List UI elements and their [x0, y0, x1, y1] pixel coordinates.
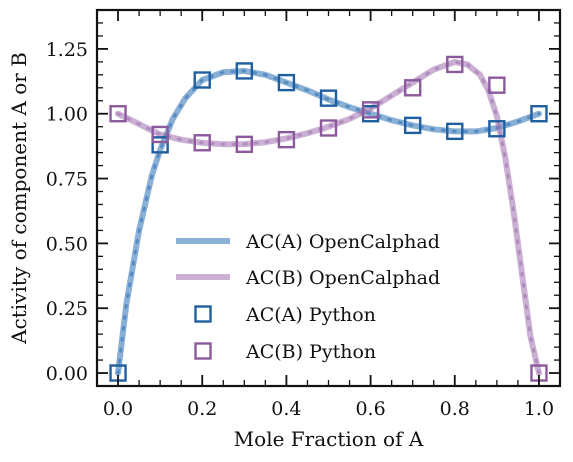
marker-ac-a-python — [488, 120, 506, 138]
legend-marker-ac-a-python — [194, 305, 212, 323]
x-tick-label: 0.6 — [355, 398, 385, 420]
x-tick-label: 0.8 — [440, 398, 470, 420]
marker-ac-b-python — [277, 130, 296, 149]
y-tick-label: 0.75 — [46, 169, 88, 191]
tick-labels: 0.0 0.2 0.4 0.6 0.8 1.0 0.00 0.25 0.50 0.75 1.00 1.… — [46, 39, 554, 420]
y-tick-label: 0.00 — [46, 363, 88, 385]
marker-ac-a-python — [403, 116, 422, 135]
series-dots-ac-b-opencalphad — [116, 60, 541, 375]
y-tick-label: 0.50 — [46, 233, 88, 255]
marker-ac-a-python — [193, 71, 211, 89]
marker-ac-b-python — [235, 135, 254, 154]
x-tick-label: 0.0 — [103, 398, 133, 420]
x-tick-label: 0.2 — [187, 398, 217, 420]
legend-marker-ac-b-python — [194, 342, 212, 360]
marker-ac-b-python — [193, 134, 211, 152]
marker-ac-b-python — [109, 105, 127, 123]
legend-label-ac-a-python: AC(A) Python — [245, 304, 376, 326]
marker-ac-a-python — [446, 122, 464, 141]
x-tick-label: 0.4 — [271, 398, 301, 420]
marker-ac-b-python — [151, 125, 169, 144]
ticks-layer — [97, 10, 560, 386]
marker-ac-a-python — [235, 62, 254, 80]
y-tick-label: 0.25 — [46, 298, 88, 320]
marker-ac-a-python — [151, 136, 169, 154]
marker-ac-a-python — [530, 105, 548, 123]
marker-ac-a-python — [319, 89, 338, 107]
x-tick-label: 1.0 — [524, 398, 554, 420]
series-line-ac-a-opencalphad — [115, 67, 542, 376]
series-dots-ac-a-opencalphad — [116, 69, 541, 375]
x-axis-label: Mole Fraction of A — [234, 427, 424, 451]
marker-ac-b-python — [488, 76, 506, 94]
legend-label-ac-b-opencalphad: AC(B) OpenCalphad — [245, 267, 440, 289]
marker-ac-b-python — [446, 55, 464, 74]
y-tick-label: 1.00 — [46, 104, 88, 126]
marker-ac-a-python — [277, 73, 296, 92]
legend: AC(A) OpenCalphad AC(B) OpenCalphad AC(A… — [176, 231, 440, 363]
marker-ac-b-python — [361, 101, 380, 119]
legend-label-ac-a-opencalphad: AC(A) OpenCalphad — [245, 231, 440, 253]
series-layer — [109, 55, 548, 382]
y-axis-label: Activity of component A or B — [7, 52, 31, 345]
plot-frame — [95, 8, 562, 388]
marker-ac-b-python — [319, 119, 338, 137]
marker-ac-b-python — [403, 79, 422, 97]
legend-label-ac-b-python: AC(B) Python — [245, 341, 376, 363]
y-tick-label: 1.25 — [46, 39, 88, 61]
